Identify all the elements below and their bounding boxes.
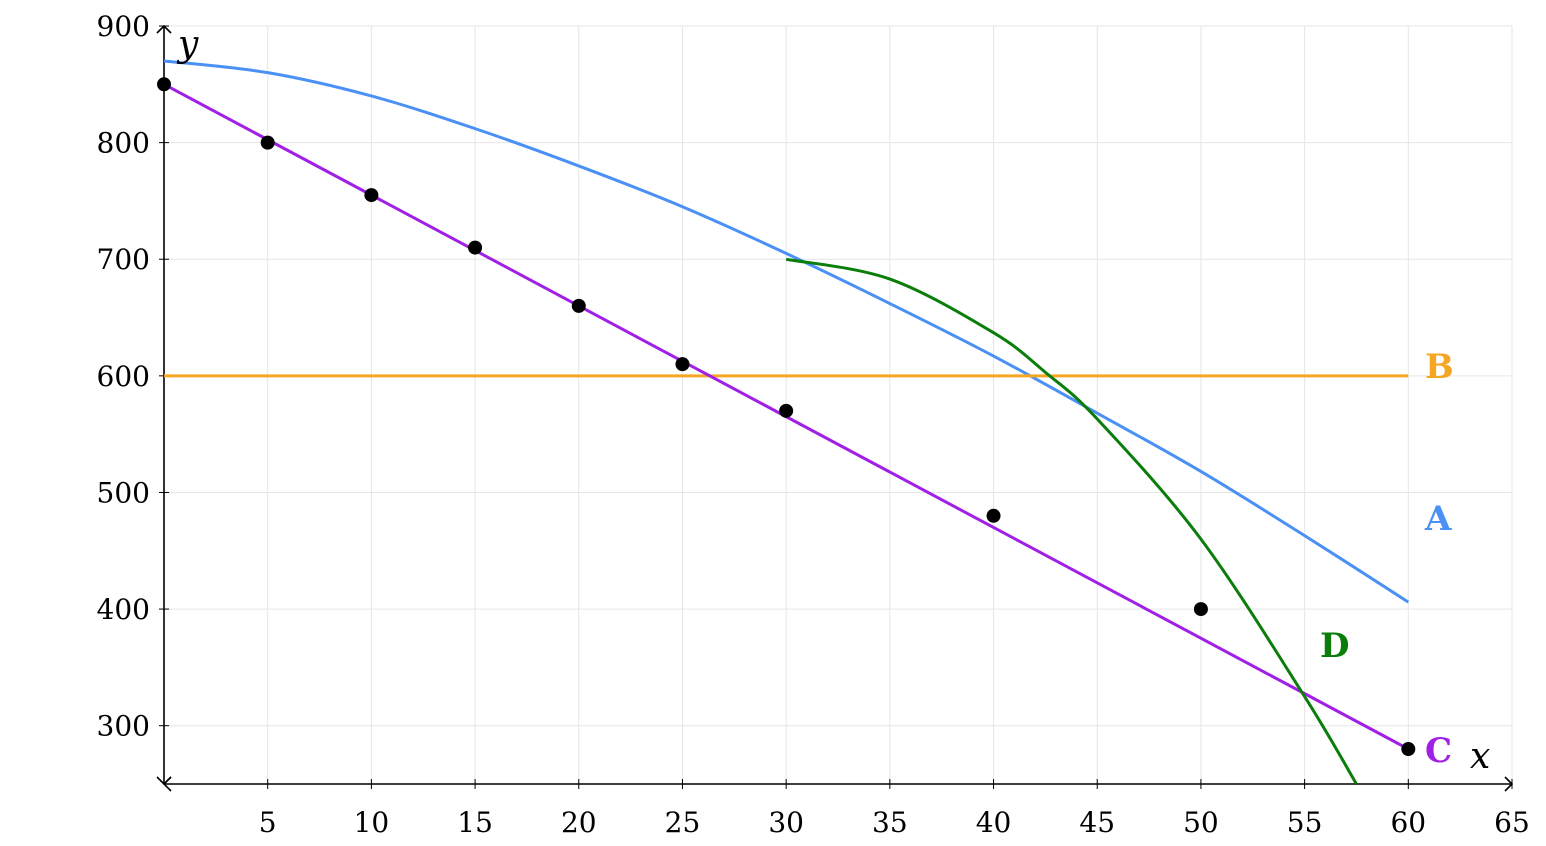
x-tick-label-55: 55 (1287, 806, 1323, 839)
data-point-0 (157, 77, 171, 92)
series-labels: A B C D (1320, 347, 1454, 771)
y-axis-arrow-bottom (156, 776, 172, 786)
x-tick-label-5: 5 (259, 806, 277, 839)
data-point-2 (364, 188, 379, 203)
x-tick-label-30: 30 (768, 806, 804, 839)
data-point-5 (675, 357, 690, 372)
y-tick-label-300: 300 (97, 710, 150, 743)
y-tick-label-700: 700 (97, 243, 150, 276)
x-tick-label-40: 40 (976, 806, 1012, 839)
series-label-a: A (1424, 499, 1452, 539)
data-point-7 (986, 508, 1001, 523)
y-tick-label-600: 600 (97, 360, 150, 393)
series-line-a (164, 59, 1410, 604)
y-tick-label-900: 900 (97, 10, 150, 43)
x-tick-label-45: 45 (1079, 806, 1115, 839)
x-axis-label: x (1470, 736, 1490, 777)
data-point-1 (260, 135, 275, 150)
x-tick-label-50: 50 (1183, 806, 1219, 839)
x-tick-label-25: 25 (665, 806, 701, 839)
axes (156, 24, 1514, 792)
x-tick-label-20: 20 (561, 806, 597, 839)
grid (164, 25, 1513, 784)
y-tick-label-800: 800 (97, 127, 150, 160)
data-point-9 (1401, 742, 1416, 757)
data-point-6 (779, 403, 794, 418)
x-tick-label-35: 35 (872, 806, 908, 839)
x-tick-label-10: 10 (354, 806, 390, 839)
y-tick-label-400: 400 (97, 593, 150, 626)
series-label-d: D (1320, 626, 1349, 666)
series-label-b: B (1425, 347, 1454, 387)
tick-labels: 5 10 15 20 25 30 35 40 45 50 55 60 65 300 400 500 600 700… (97, 10, 1530, 839)
data-point-4 (571, 298, 586, 313)
x-tick-label-60: 60 (1390, 806, 1426, 839)
data-point-8 (1193, 602, 1208, 617)
series-label-c: C (1425, 731, 1452, 771)
y-axis-label: y (176, 24, 199, 65)
series-line-d (785, 257, 1358, 784)
x-tick-label-15: 15 (457, 806, 493, 839)
x-tick-label-65: 65 (1494, 806, 1530, 839)
data-point-3 (468, 240, 483, 255)
y-tick-label-500: 500 (97, 476, 150, 509)
scatter-points (157, 77, 1416, 757)
